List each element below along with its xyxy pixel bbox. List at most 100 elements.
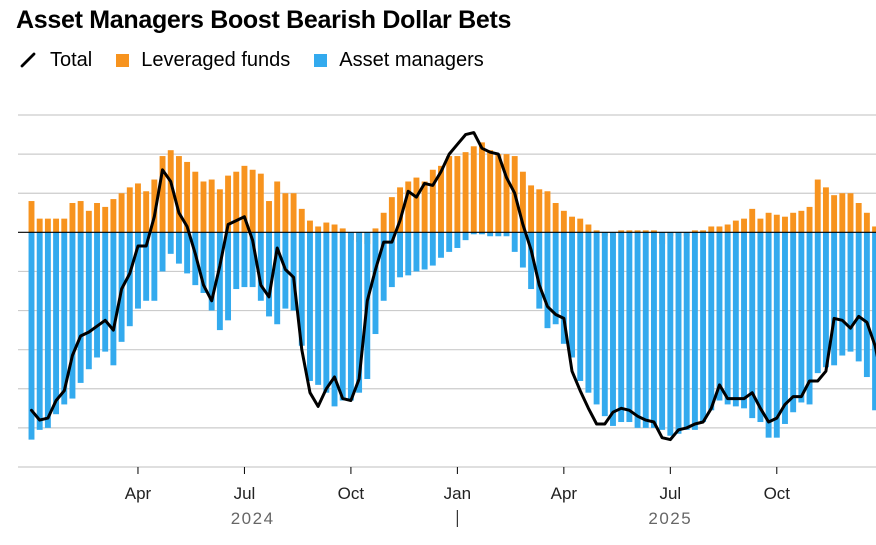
- asset-manager-bar: [700, 232, 707, 423]
- leveraged-bar: [503, 154, 510, 233]
- asset-manager-bar: [44, 232, 51, 428]
- leveraged-bar: [528, 185, 535, 233]
- asset-manager-bar: [667, 232, 674, 436]
- leveraged-bar: [331, 224, 338, 233]
- asset-manager-bar: [225, 232, 232, 321]
- leveraged-bar: [94, 203, 100, 233]
- asset-manager-bar: [372, 232, 379, 335]
- leveraged-bar: [192, 171, 199, 233]
- leveraged-bar: [339, 228, 346, 233]
- asset-manager-bar: [634, 232, 641, 428]
- asset-manager-bar: [601, 232, 608, 417]
- asset-manager-bar: [69, 232, 76, 399]
- asset-manager-bar: [470, 232, 477, 235]
- asset-manager-bar: [151, 232, 158, 301]
- asset-manager-bar: [356, 232, 363, 393]
- asset-manager-bar: [323, 232, 330, 393]
- leveraged-bar: [618, 230, 625, 233]
- leveraged-bar: [249, 169, 256, 233]
- asset-manager-bar: [724, 232, 731, 405]
- leveraged-bar: [487, 150, 494, 233]
- leveraged-bar: [462, 152, 469, 233]
- leveraged-bar: [61, 218, 68, 233]
- leveraged-bar: [135, 183, 141, 233]
- asset-manager-bar: [528, 232, 535, 290]
- leveraged-bar: [413, 177, 420, 233]
- leveraged-bar: [405, 181, 412, 233]
- leveraged-bar: [569, 216, 575, 233]
- leveraged-bar: [53, 218, 60, 233]
- asset-manager-bar: [307, 232, 313, 381]
- asset-manager-bar: [110, 232, 117, 366]
- asset-manager-bar: [708, 232, 715, 411]
- asset-manager-bar: [585, 232, 592, 393]
- asset-manager-bar: [126, 232, 133, 327]
- asset-manager-bar: [257, 232, 264, 301]
- leveraged-bar: [298, 208, 305, 233]
- asset-manager-bar: [290, 232, 297, 311]
- leveraged-bar: [708, 226, 715, 233]
- asset-manager-bar: [855, 232, 862, 362]
- leveraged-bar: [307, 220, 313, 233]
- asset-manager-bar: [143, 232, 150, 301]
- leveraged-bar: [446, 156, 453, 233]
- legend-label-asset: Asset managers: [339, 48, 484, 71]
- asset-manager-bar: [675, 232, 682, 434]
- x-tick-label: Apr: [551, 484, 578, 503]
- leveraged-bar: [749, 208, 756, 233]
- asset-manager-bar: [642, 232, 649, 428]
- asset-manager-bar: [175, 232, 182, 264]
- asset-manager-bar: [847, 232, 854, 352]
- leveraged-bar: [790, 212, 797, 233]
- leveraged-bar: [36, 218, 43, 233]
- year-label: 2025: [648, 509, 692, 528]
- asset-manager-bar: [462, 232, 469, 241]
- leveraged-bar: [208, 179, 215, 233]
- leveraged-bar: [397, 187, 403, 233]
- asset-manager-bar: [135, 232, 141, 309]
- asset-manager-bar: [659, 232, 666, 430]
- asset-manager-bar: [626, 232, 633, 423]
- leveraged-bar: [44, 218, 51, 233]
- asset-manager-bar: [691, 232, 698, 430]
- asset-manager-bar: [757, 232, 764, 423]
- leveraged-bar: [577, 218, 584, 233]
- leveraged-bar: [757, 218, 764, 233]
- asset-manager-bar: [577, 232, 584, 381]
- leveraged-bar: [634, 230, 641, 233]
- asset-manager-bar: [560, 232, 567, 344]
- leveraged-bar: [519, 171, 526, 233]
- asset-manager-bar: [749, 232, 756, 419]
- leveraged-bar: [118, 193, 125, 233]
- leveraged-bar: [552, 203, 559, 233]
- asset-manager-bar: [593, 232, 600, 405]
- leveraged-bar: [380, 212, 387, 233]
- leveraged-bar: [200, 181, 207, 233]
- legend-label-leveraged: Leveraged funds: [141, 48, 291, 71]
- x-tick-label: Jan: [444, 484, 471, 503]
- asset-manager-bar: [216, 232, 223, 331]
- leveraged-bar: [274, 181, 281, 233]
- asset-manager-bar: [798, 232, 805, 403]
- asset-manager-bar: [249, 232, 256, 288]
- leveraged-bar: [585, 224, 592, 233]
- leveraged-bar: [863, 212, 870, 233]
- legend-label-total: Total: [50, 48, 93, 71]
- asset-manager-bar: [85, 232, 92, 370]
- asset-manager-bar: [716, 232, 723, 401]
- leveraged-bar: [388, 197, 395, 233]
- x-tick-label: Apr: [125, 484, 152, 503]
- asset-manager-bar: [806, 232, 813, 405]
- asset-manager-bar: [28, 232, 35, 440]
- asset-manager-bar: [388, 232, 395, 288]
- asset-manager-bar: [380, 232, 387, 301]
- asset-manager-bar: [241, 232, 248, 288]
- asset-manager-bar: [650, 232, 657, 428]
- asset-manager-bar: [831, 232, 838, 366]
- asset-manager-bar: [610, 232, 616, 426]
- leveraged-bar: [691, 230, 698, 233]
- asset-manager-bar: [479, 232, 485, 235]
- x-tick-label: Jul: [659, 484, 681, 503]
- asset-manager-bar: [94, 232, 100, 358]
